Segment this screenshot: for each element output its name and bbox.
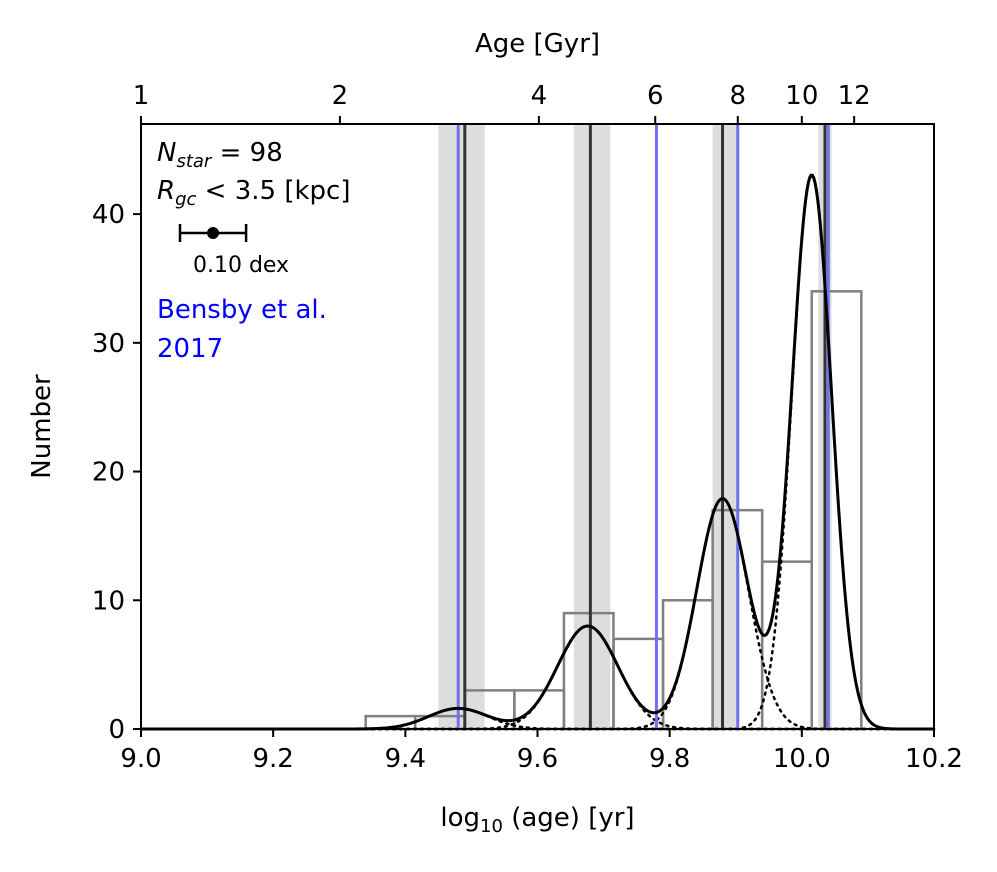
top-axis-title: Age [Gyr]: [475, 29, 600, 59]
x-axis-title-rest: (age) [yr]: [503, 803, 635, 833]
peak-age-lines: [463, 124, 827, 729]
x-axis-title-log: log: [440, 803, 480, 833]
n-star-annotation: Nstar = 98: [157, 138, 283, 172]
bensby-reference-lines: [456, 124, 830, 729]
y-tick-label: 20: [92, 458, 125, 488]
histogram-bin-7: [661, 599, 714, 731]
rgc-annotation: Rgc < 3.5 [kpc]: [157, 176, 350, 210]
y-tick-label: 40: [92, 200, 125, 230]
component-curve-1: [139, 707, 936, 731]
x-tick-label: 10.2: [905, 744, 963, 774]
histogram-bin-9: [760, 560, 813, 731]
annotations: Nstar = 98 Rgc < 3.5 [kpc] 0.10 dex Bens…: [157, 138, 350, 364]
peak-band-1: [438, 124, 485, 729]
x-axis: 9.0 9.2 9.4 9.6 9.8 10.0 10.2: [120, 729, 963, 774]
top-tick-label: 8: [730, 81, 747, 111]
plot-frame: [140, 123, 935, 730]
top-tick-label: 6: [647, 81, 664, 111]
y-tick-label: 10: [92, 586, 125, 616]
scale-bar: [178, 224, 248, 242]
x-tick-label: 9.8: [649, 744, 690, 774]
top-tick-label: 2: [332, 81, 349, 111]
x-tick-label: 9.6: [517, 744, 558, 774]
top-age-axis: 1 2 4 6 8 10 12: [133, 81, 871, 124]
component-curve-2: [139, 624, 936, 731]
y-axis: 0 10 20 30 40: [92, 200, 141, 745]
scale-bar-dot: [207, 227, 220, 239]
reference-label-line1: Bensby et al.: [157, 295, 327, 325]
x-tick-label: 10.0: [773, 744, 831, 774]
top-tick-label: 12: [838, 81, 871, 111]
reference-label-line2: 2017: [157, 334, 223, 364]
y-axis-title: Number: [27, 374, 57, 479]
x-tick-label: 9.2: [252, 744, 293, 774]
x-axis-title: log10 (age) [yr]: [440, 803, 634, 837]
x-tick-label: 9.4: [385, 744, 426, 774]
top-tick-label: 10: [785, 81, 818, 111]
x-axis-title-subscript: 10: [480, 816, 503, 837]
component-curve-3: [139, 497, 936, 731]
y-tick-label: 0: [108, 715, 125, 745]
x-tick-label: 9.0: [120, 744, 161, 774]
histogram-bin-4: [513, 689, 566, 731]
top-tick-label: 1: [133, 81, 150, 111]
peak-band-3: [712, 124, 740, 729]
scale-bar-label: 0.10 dex: [193, 253, 289, 278]
top-tick-label: 4: [531, 81, 548, 111]
y-tick-label: 30: [92, 329, 125, 359]
